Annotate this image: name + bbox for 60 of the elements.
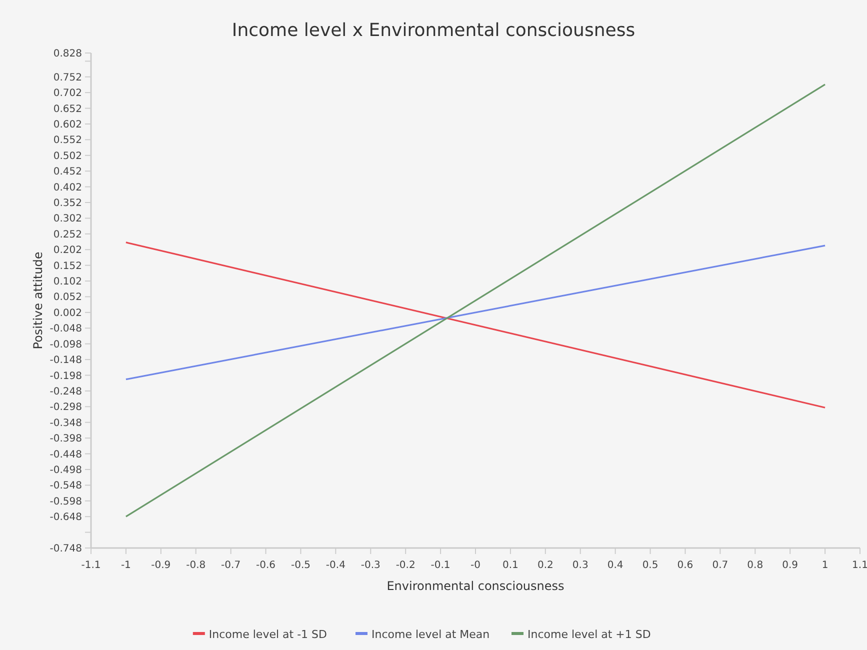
y-tick-label: -0.348	[50, 418, 82, 429]
x-tick-label: -1	[120, 560, 131, 571]
x-tick-label: -0.3	[360, 560, 380, 571]
y-tick-label: -0.598	[50, 496, 82, 508]
y-tick-label: 0.102	[53, 276, 82, 288]
x-tick-label: -0.8	[186, 560, 206, 571]
y-tick-label: -0.498	[50, 464, 82, 476]
x-tick-label: 0.1	[502, 560, 518, 571]
y-tick-label: -0.398	[50, 434, 82, 445]
x-tick-label: 0.2	[537, 560, 554, 571]
x-tick-label: -0.2	[396, 560, 416, 571]
y-tick-label: 0.552	[53, 135, 82, 146]
chart-title: Income level x Environmental consciousness	[232, 20, 636, 41]
y-tick-label: 0.302	[53, 214, 82, 225]
y-tick-label: 0.828	[53, 48, 82, 60]
y-tick-label: 0.452	[53, 166, 82, 178]
x-tick-label: 0.9	[782, 560, 798, 571]
y-tick-label: 0.752	[53, 72, 82, 84]
y-tick-label: 0.002	[53, 308, 82, 319]
y-tick-label: 0.652	[53, 104, 82, 115]
x-tick-label: -0.1	[430, 560, 450, 571]
x-tick-label: 0.3	[572, 560, 588, 571]
y-tick-label: 0.702	[53, 88, 82, 100]
y-tick-label: -0.248	[50, 386, 82, 398]
x-tick-label: 0.6	[677, 560, 694, 571]
y-tick-label: -0.748	[50, 544, 82, 554]
y-tick-label: 0.402	[53, 182, 82, 194]
y-tick-label: -0.548	[50, 480, 82, 492]
legend-label: Income level at Mean	[372, 628, 490, 641]
y-tick-label: -0.098	[50, 339, 82, 350]
x-tick-label: 0.7	[712, 560, 728, 571]
y-tick-label: 0.202	[53, 245, 82, 256]
y-tick-label: -0.048	[50, 324, 82, 335]
x-tick-label: 0.8	[747, 560, 764, 571]
x-tick-label: 0.5	[642, 560, 658, 571]
y-tick-label: 0.602	[53, 119, 82, 130]
y-tick-label: -0.298	[50, 402, 82, 414]
y-tick-label: -0.448	[50, 449, 82, 460]
x-tick-label: -0	[470, 560, 480, 571]
x-tick-label: -0.4	[326, 560, 346, 571]
x-tick-label: 0.4	[607, 560, 624, 571]
x-tick-label: -1.1	[81, 560, 101, 571]
y-tick-label: -0.198	[50, 370, 82, 382]
x-tick-label: 1	[822, 560, 828, 571]
x-tick-label: -0.6	[256, 560, 276, 571]
y-tick-label: 0.252	[53, 229, 82, 240]
y-tick-label: -0.148	[50, 355, 82, 366]
y-tick-label: 0.052	[53, 292, 82, 304]
y-tick-label: 0.502	[53, 150, 82, 162]
x-tick-label: -0.9	[151, 560, 171, 571]
x-axis-title: Environmental consciousness	[386, 579, 564, 593]
y-tick-label: -0.648	[50, 512, 82, 524]
y-axis-title: Positive attitude	[31, 252, 45, 350]
legend-label: Income level at +1 SD	[528, 628, 651, 641]
x-tick-label: -0.7	[221, 560, 241, 571]
x-tick-label: 1.1	[852, 560, 867, 571]
legend-label: Income level at -1 SD	[208, 628, 328, 641]
y-tick-label: 0.152	[53, 260, 82, 272]
y-tick-label: 0.352	[53, 198, 82, 210]
x-tick-label: -0.5	[290, 560, 310, 571]
